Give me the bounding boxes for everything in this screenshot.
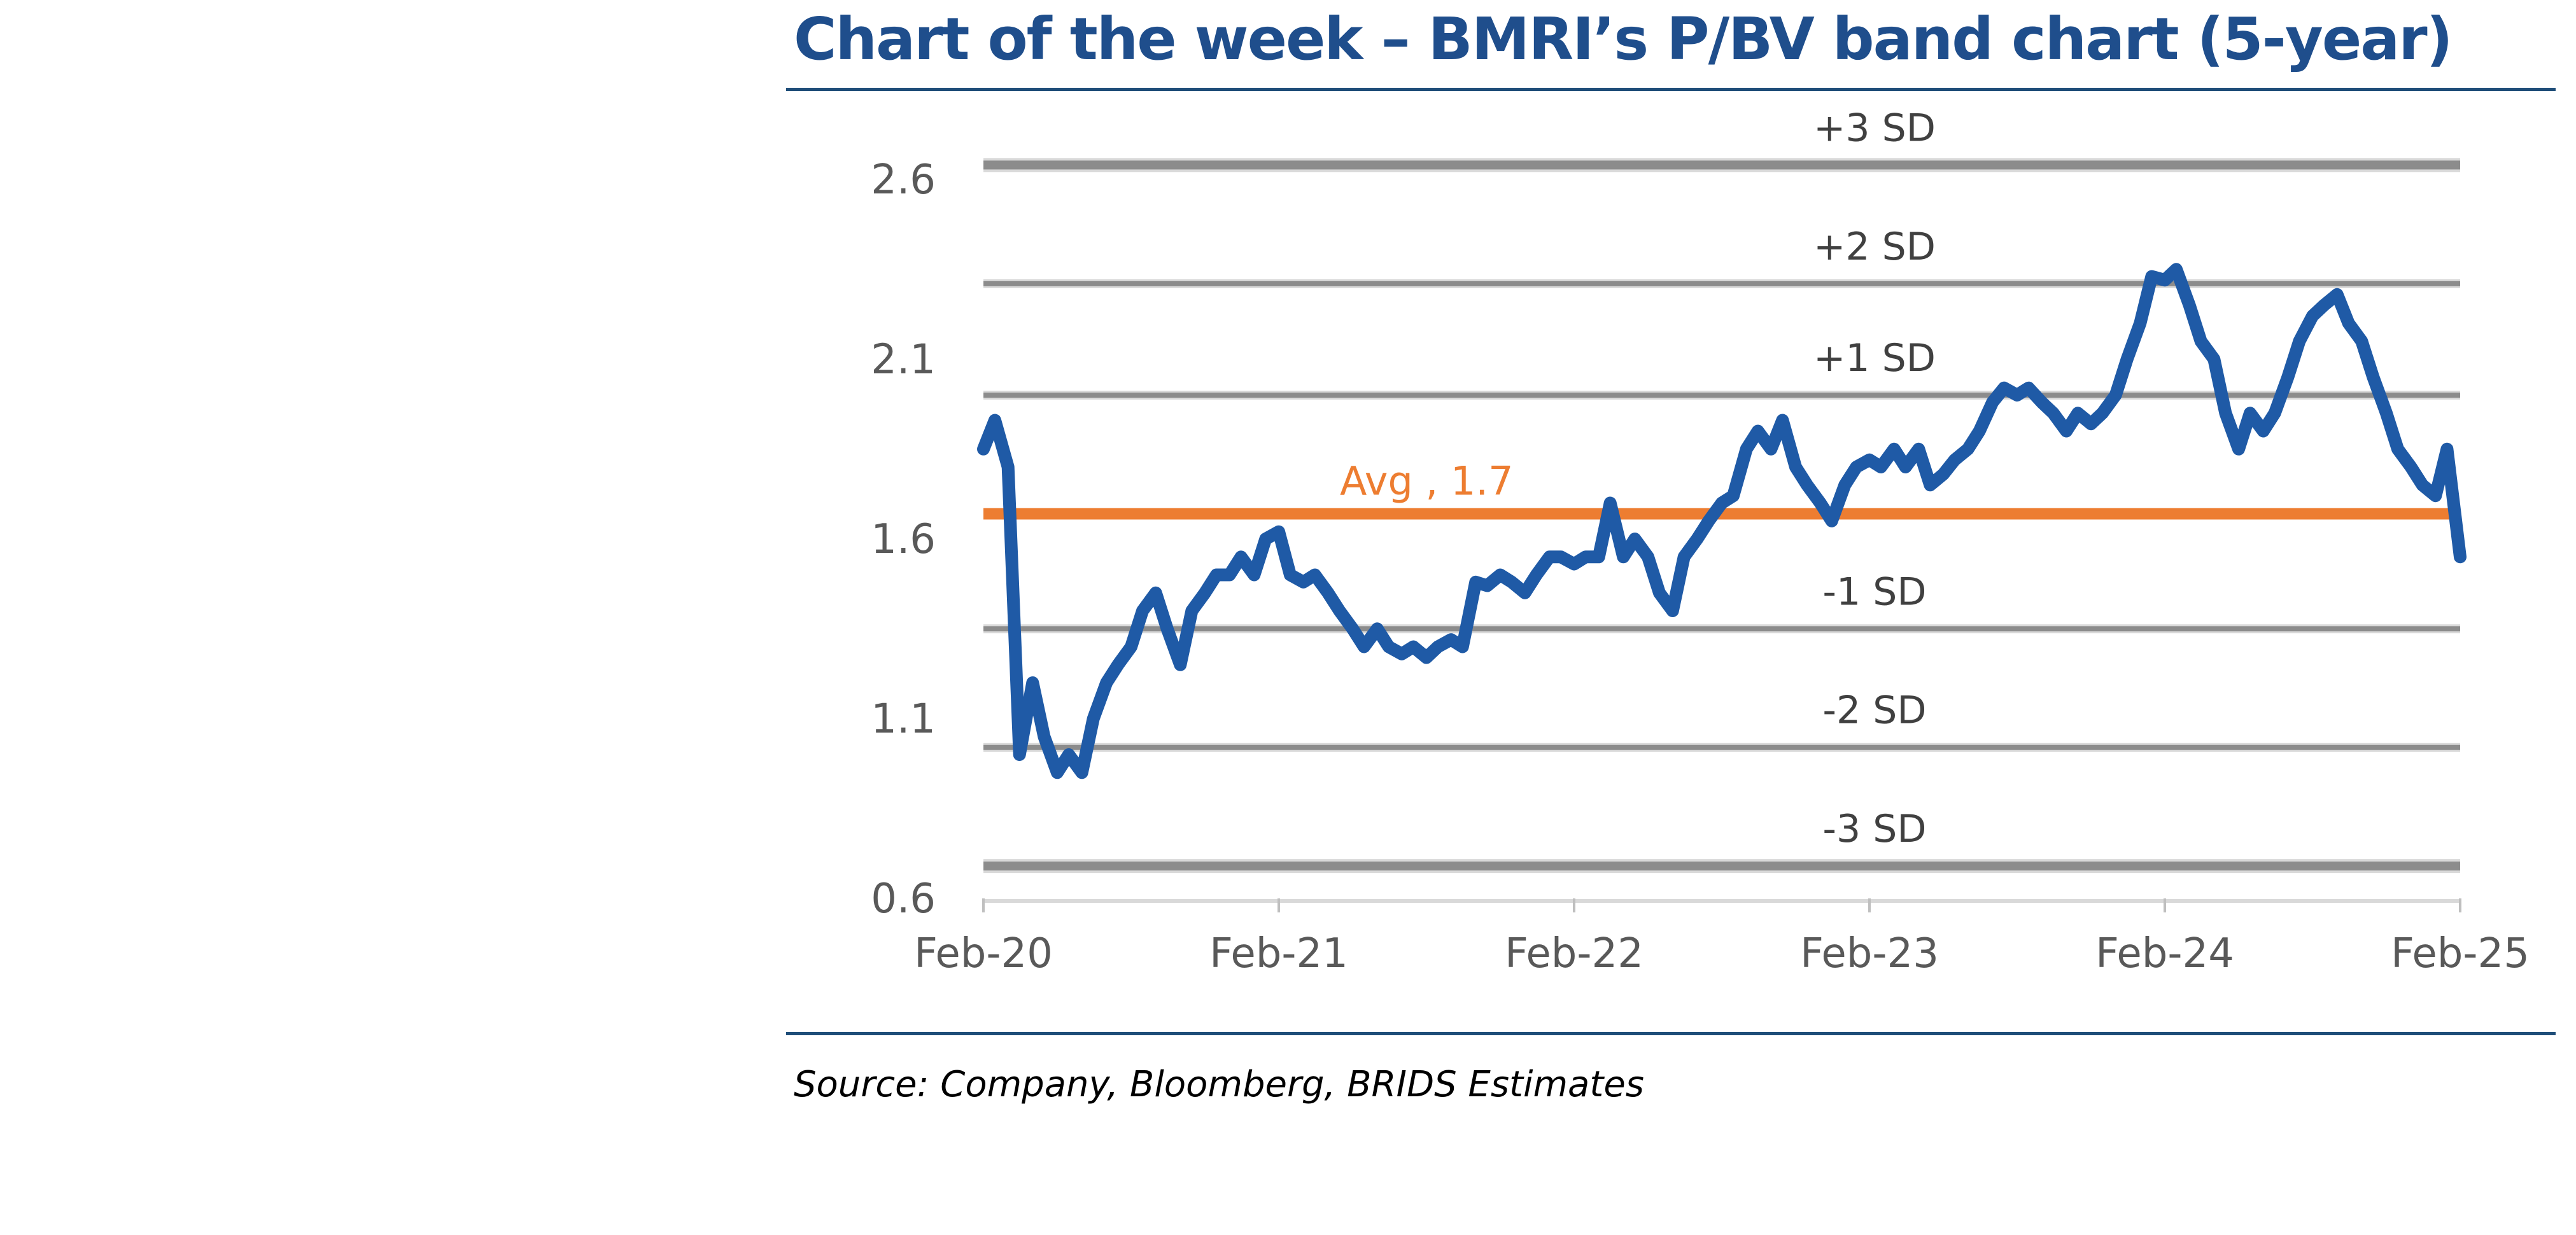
y-tick-label: 2.1 — [871, 337, 936, 384]
average-label: Avg , 1.7 — [1340, 457, 1514, 504]
sd-band-label: -1 SD — [1822, 569, 1926, 614]
sd-band-label: -2 SD — [1822, 688, 1926, 733]
x-tick-label: Feb-21 — [1209, 930, 1348, 977]
chart-panel: Chart of the week – BMRI’s P/BV band cha… — [786, 0, 2556, 1235]
x-tick-label: Feb-20 — [914, 930, 1053, 977]
pbv-series — [977, 263, 2467, 779]
sd-band-label: -3 SD — [1822, 807, 1926, 851]
top-divider — [786, 88, 2556, 91]
y-tick-label: 1.6 — [871, 516, 936, 563]
pbv-line — [977, 263, 2467, 779]
sd-band-label: +2 SD — [1813, 225, 1936, 269]
x-tick-label: Feb-25 — [2391, 930, 2530, 977]
sd-band-label: +1 SD — [1813, 336, 1936, 380]
y-tick-label: 2.6 — [871, 157, 936, 204]
pbv-band-chart: +3 SD +2 SD +1 SD -1 SD -2 SD -3 SD Avg , 1.7… — [871, 106, 2530, 977]
y-tick-label: 1.1 — [871, 696, 936, 743]
x-axis: Feb-20 Feb-21 Feb-22 Feb-23 Feb-24 Feb-25 — [914, 898, 2530, 977]
sd-band-label: +3 SD — [1813, 106, 1936, 150]
x-tick-label: Feb-23 — [1800, 930, 1939, 977]
y-tick-label: 0.6 — [871, 876, 936, 923]
x-tick-label: Feb-24 — [2095, 930, 2234, 977]
x-tick-label: Feb-22 — [1505, 930, 1643, 977]
source-note: Source: Company, Bloomberg, BRIDS Estima… — [794, 1064, 1644, 1105]
bottom-divider — [786, 1032, 2556, 1035]
y-axis: 0.6 1.1 1.6 2.1 2.6 — [871, 157, 936, 923]
chart-title: Chart of the week – BMRI’s P/BV band cha… — [794, 5, 2453, 73]
sd-bands: +3 SD +2 SD +1 SD -1 SD -2 SD -3 SD — [983, 106, 2460, 874]
